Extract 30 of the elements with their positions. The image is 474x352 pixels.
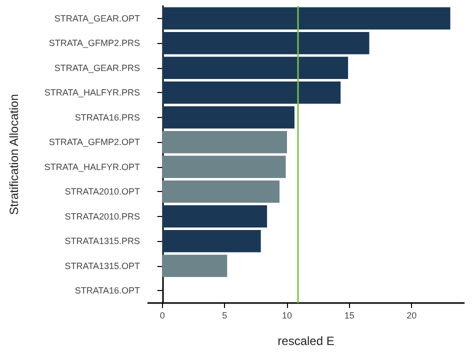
bar — [162, 156, 286, 178]
y-tick-label: STRATA2010.PRS — [64, 211, 140, 222]
x-tick-label: 5 — [222, 310, 228, 320]
y-tick-label: STRATA16.PRS — [74, 112, 140, 122]
y-tick-label: STRATA2010.OPT — [64, 186, 140, 197]
x-tick-label: 15 — [344, 310, 354, 320]
y-tick-label: STRATA_GEAR.PRS — [54, 62, 140, 73]
y-tick-label: STRATA16.OPT — [74, 286, 140, 296]
bar — [162, 106, 294, 129]
y-tick-label: STRATA_GEAR.OPT — [54, 13, 140, 24]
y-tick-label: STRATA_HALFYR.OPT — [44, 162, 140, 172]
bar — [162, 81, 341, 104]
y-axis-title: Stratification Allocation — [7, 94, 21, 215]
bar — [162, 56, 348, 80]
x-tick-label: 10 — [282, 310, 292, 320]
bar — [162, 230, 261, 252]
x-axis-title: rescaled E — [278, 334, 334, 348]
bar — [162, 130, 287, 154]
bar — [162, 32, 370, 54]
bar — [162, 205, 268, 228]
x-tick-label: 20 — [406, 310, 417, 320]
bar — [162, 180, 280, 203]
y-tick-label: STRATA_GFMP2.PRS — [48, 38, 140, 48]
x-tick-label: 0 — [160, 310, 165, 320]
y-tick-label: STRATA_HALFYR.PRS — [44, 88, 140, 98]
y-tick-label: STRATA1315.PRS — [64, 236, 140, 246]
y-tick-label: STRATA_GFMP2.OPT — [48, 137, 140, 148]
y-tick-label: STRATA1315.OPT — [64, 260, 140, 271]
bar — [162, 254, 228, 278]
bar — [162, 7, 450, 30]
